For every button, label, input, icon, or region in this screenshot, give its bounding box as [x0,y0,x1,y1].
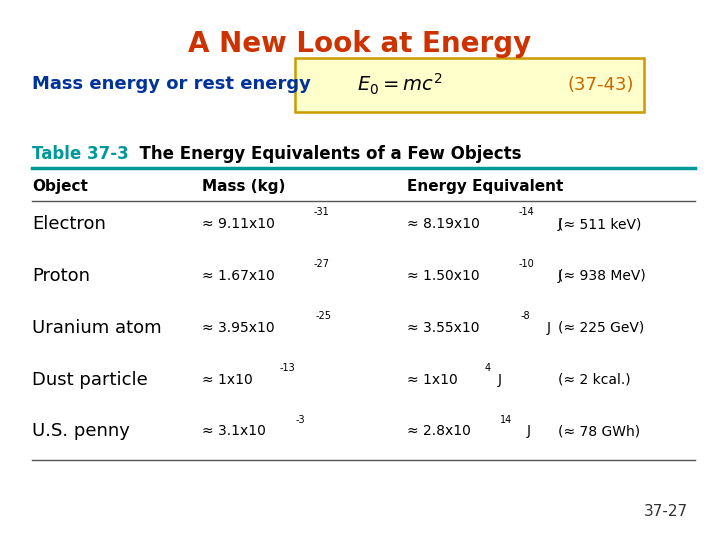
Text: J: J [546,321,551,335]
Text: Table 37-3: Table 37-3 [32,145,129,163]
Text: The Energy Equivalents of a Few Objects: The Energy Equivalents of a Few Objects [128,145,522,163]
Text: Mass energy or rest energy: Mass energy or rest energy [32,75,311,93]
Text: 14: 14 [500,415,513,424]
Text: 4: 4 [485,363,491,373]
Text: ≈ 2.8x10: ≈ 2.8x10 [407,424,471,438]
Text: -10: -10 [518,259,534,269]
Text: J: J [557,217,562,231]
Text: ≈ 9.11x10: ≈ 9.11x10 [202,217,274,231]
Text: ≈ 3.1x10: ≈ 3.1x10 [202,424,266,438]
Text: J: J [557,269,562,283]
Text: A New Look at Energy: A New Look at Energy [189,30,531,58]
FancyBboxPatch shape [295,58,644,112]
Text: ≈ 1x10: ≈ 1x10 [407,373,457,387]
Text: ≈ 3.55x10: ≈ 3.55x10 [407,321,480,335]
Text: (37-43): (37-43) [568,76,634,94]
Text: ≈ 3.95x10: ≈ 3.95x10 [202,321,274,335]
Text: (≈ 225 GeV): (≈ 225 GeV) [558,321,644,335]
Text: -8: -8 [521,311,530,321]
Text: U.S. penny: U.S. penny [32,422,130,441]
Text: Energy Equivalent: Energy Equivalent [407,179,563,194]
Text: -27: -27 [313,259,329,269]
Text: ≈ 1.50x10: ≈ 1.50x10 [407,269,480,283]
Text: Proton: Proton [32,267,91,285]
Text: Mass (kg): Mass (kg) [202,179,285,194]
Text: (≈ 511 keV): (≈ 511 keV) [558,217,642,231]
Text: (≈ 2 kcal.): (≈ 2 kcal.) [558,373,631,387]
Text: ≈ 1.67x10: ≈ 1.67x10 [202,269,274,283]
Text: Electron: Electron [32,215,107,233]
Text: (≈ 78 GWh): (≈ 78 GWh) [558,424,640,438]
Text: (≈ 938 MeV): (≈ 938 MeV) [558,269,646,283]
Text: Object: Object [32,179,89,194]
Text: ≈ 8.19x10: ≈ 8.19x10 [407,217,480,231]
Text: -25: -25 [315,311,331,321]
Text: 37-27: 37-27 [644,504,688,519]
Text: -31: -31 [313,207,329,217]
Text: $E_0 = mc^2$: $E_0 = mc^2$ [357,72,442,97]
Text: ≈ 1x10: ≈ 1x10 [202,373,252,387]
Text: -13: -13 [279,363,295,373]
Text: J: J [498,373,502,387]
Text: -3: -3 [295,415,305,424]
Text: Dust particle: Dust particle [32,370,148,389]
Text: Uranium atom: Uranium atom [32,319,162,337]
Text: J: J [526,424,531,438]
Text: -14: -14 [518,207,534,217]
